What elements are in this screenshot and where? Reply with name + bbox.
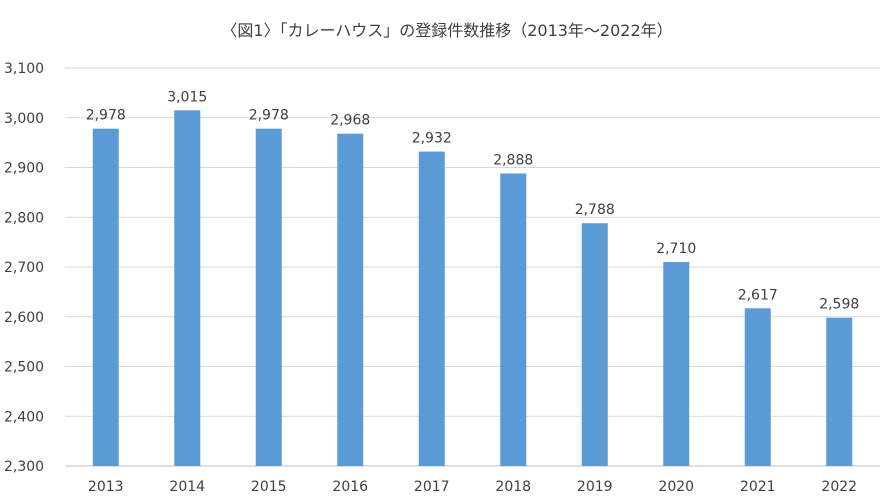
gridlines: [65, 67, 880, 467]
y-tick-label: 2,900: [4, 161, 44, 177]
y-axis-ticks: 2,300 2,400 2,500 2,600 2,700 2,800 2,900 3,000…: [4, 61, 44, 475]
data-label: 2,888: [493, 152, 533, 168]
data-label: 2,968: [330, 113, 370, 129]
x-tick-label: 2013: [88, 479, 124, 495]
y-tick-label: 2,600: [4, 310, 44, 326]
x-tick-label: 2014: [169, 479, 205, 495]
y-tick-label: 2,400: [4, 409, 44, 425]
data-label: 2,932: [412, 131, 452, 147]
data-label: 3,015: [167, 89, 207, 105]
data-label: 2,598: [819, 297, 859, 313]
y-tick-label: 2,800: [4, 210, 44, 226]
bar: [337, 133, 364, 467]
y-tick-label: 2,300: [4, 459, 44, 475]
data-label: 2,978: [86, 108, 126, 124]
bar: [255, 128, 282, 466]
chart-title: 〈図1〉「カレーハウス」の登録件数推移（2013年～2022年）: [221, 21, 672, 40]
bar: [500, 173, 527, 466]
x-tick-label: 2017: [414, 479, 450, 495]
y-tick-label: 2,700: [4, 260, 44, 276]
x-tick-label: 2021: [740, 479, 776, 495]
x-tick-label: 2022: [821, 479, 857, 495]
x-tick-label: 2020: [658, 479, 694, 495]
y-tick-label: 3,100: [4, 61, 44, 77]
y-tick-label: 2,500: [4, 360, 44, 376]
x-tick-label: 2016: [332, 479, 368, 495]
y-tick-label: 3,000: [4, 111, 44, 127]
bar: [174, 110, 201, 466]
x-tick-label: 2015: [251, 479, 287, 495]
bar: [744, 308, 771, 466]
data-label: 2,978: [249, 108, 289, 124]
bar: [663, 262, 690, 466]
x-axis-ticks: 2013 2014 2015 2016 2017 2018 2019 2020 2021 2022: [88, 479, 857, 495]
data-labels: 2,978 3,015 2,978 2,968 2,932 2,888 2,788 2,710…: [86, 89, 860, 312]
bar: [826, 317, 853, 466]
data-label: 2,617: [738, 287, 778, 303]
bar: [92, 128, 119, 466]
data-label: 2,710: [656, 241, 696, 257]
bar: [581, 223, 608, 466]
data-label: 2,788: [575, 202, 615, 218]
x-tick-label: 2019: [577, 479, 613, 495]
bar: [418, 151, 445, 466]
x-tick-label: 2018: [495, 479, 531, 495]
bars: [92, 110, 853, 467]
